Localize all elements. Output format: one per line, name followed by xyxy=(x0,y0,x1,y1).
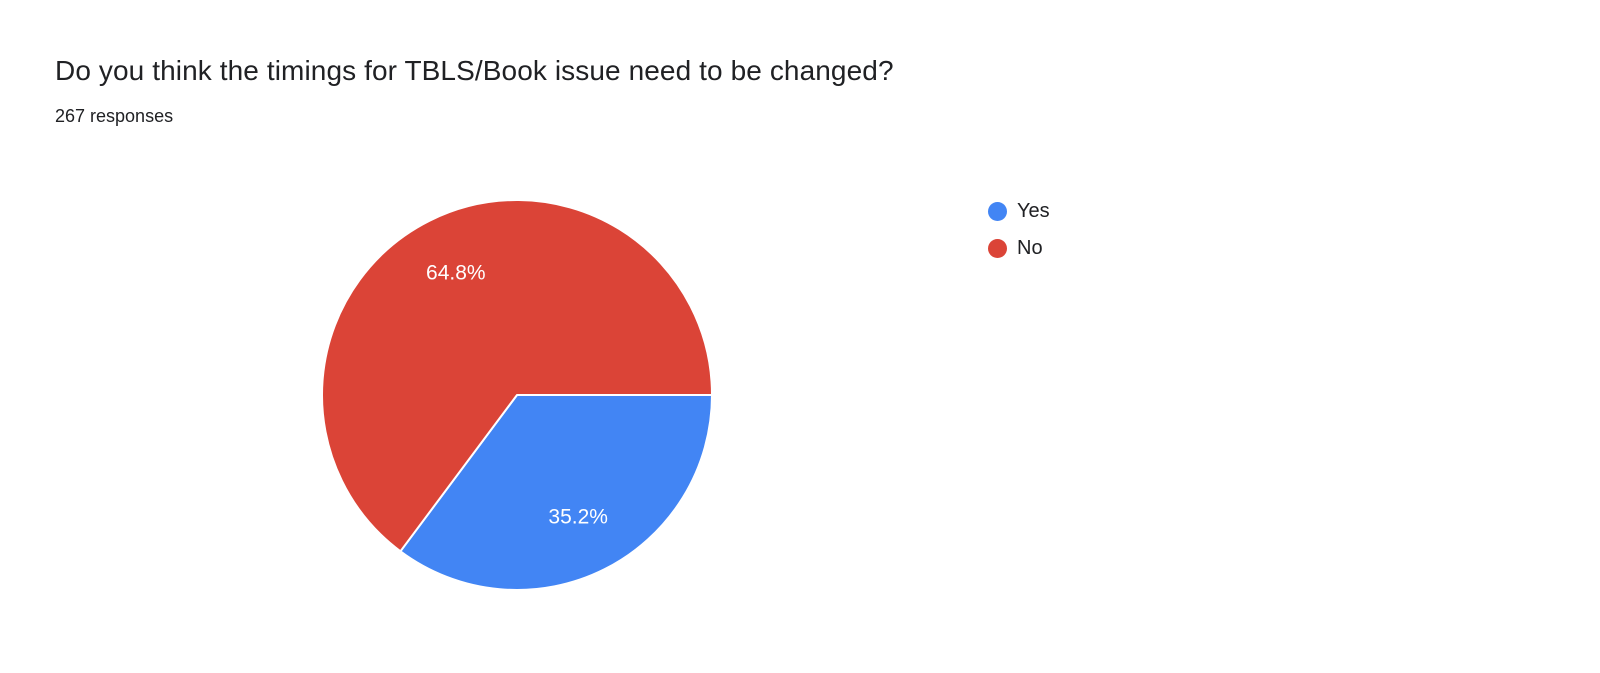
pie-slice-yes[interactable] xyxy=(399,394,713,592)
legend-label-no: No xyxy=(1017,237,1043,259)
pie-chart: 35.2% 64.8% xyxy=(321,199,713,592)
legend-label-yes: Yes xyxy=(1017,200,1050,222)
responses-count: 267 responses xyxy=(55,106,174,126)
legend-swatch-no-icon xyxy=(988,239,1007,258)
pie-slice-no[interactable] xyxy=(321,199,713,553)
slice-label-yes: 35.2% xyxy=(548,506,608,529)
legend-item-yes: Yes xyxy=(988,200,1050,223)
question-title: Do you think the timings for TBLS/Book i… xyxy=(55,55,894,86)
slice-label-no: 64.8% xyxy=(426,262,486,285)
legend-item-no: No xyxy=(988,237,1050,260)
legend-swatch-yes-icon xyxy=(988,202,1007,221)
chart-legend: Yes No xyxy=(988,200,1050,274)
